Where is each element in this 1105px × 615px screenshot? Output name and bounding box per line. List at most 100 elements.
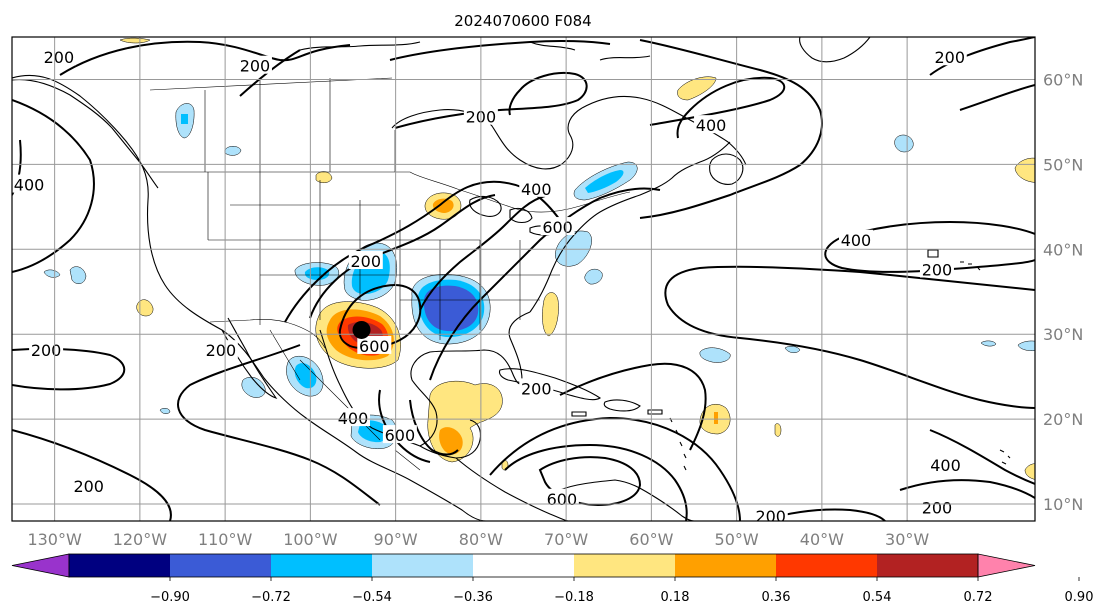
contour-label-bg — [544, 488, 579, 507]
shade-neg-weak — [894, 134, 914, 153]
contour-label-bg — [919, 497, 954, 516]
contour-label-bg — [519, 378, 554, 397]
shade-neg-weak — [584, 268, 603, 285]
contour-200 — [664, 265, 1035, 409]
colorbar-bin — [776, 554, 878, 577]
contour-200 — [959, 84, 1035, 111]
contour-label-bg — [382, 425, 417, 444]
latitude-tick-label: 20°N — [1043, 410, 1083, 429]
us-state-lines — [207, 172, 560, 340]
contour-label: 200 — [934, 48, 965, 67]
contour-400 — [309, 194, 496, 319]
longitude-tick-label: 80°W — [459, 530, 503, 549]
colorbar-tick-label: 0.18 — [661, 590, 690, 605]
shade-neg-mid — [304, 267, 330, 280]
alaska-coast — [12, 79, 159, 189]
contour-label-bg — [237, 55, 272, 74]
longitude-tick-label: 70°W — [544, 530, 588, 549]
lesser-antilles — [669, 417, 687, 471]
longitude-labels: 130°W 120°W 110°W 100°W 90°W 80°W 70°W 60°W 50°W… — [27, 530, 929, 549]
contour-label: 200 — [240, 57, 271, 76]
us-mexico-border — [209, 318, 326, 349]
map-area: 200 200 200 400 200 400 400 600 200 400 200 600 200 2… — [12, 37, 1035, 526]
contour-label-bg — [753, 505, 788, 521]
contour-400 — [929, 429, 1035, 485]
hispaniola — [603, 399, 641, 412]
us-east-coast — [529, 141, 731, 313]
contour-400 — [504, 443, 688, 521]
contour-label: 200 — [73, 477, 104, 496]
contour-label: 400 — [14, 176, 45, 195]
figure-title: 2024070600 F084 — [454, 12, 591, 30]
contour-400 — [649, 76, 786, 139]
longitude-tick-label: 110°W — [198, 530, 253, 549]
shade-pos-weak — [542, 292, 559, 337]
contour-label-bg — [932, 47, 967, 66]
contour-200 — [639, 39, 823, 219]
contour-400 — [378, 389, 431, 463]
shade-pos-mid — [432, 198, 454, 213]
jamaica — [571, 411, 587, 417]
longitude-tick-label: 60°W — [629, 530, 673, 549]
yucatan — [419, 419, 482, 459]
contour-label-bg — [12, 174, 47, 193]
contour-200 — [899, 479, 1035, 499]
latitude-tick-label: 10°N — [1043, 495, 1083, 514]
contour-label: 200 — [521, 379, 552, 398]
longitude-tick-label: 100°W — [283, 530, 338, 549]
shade-pos-weak — [119, 37, 151, 44]
colorbar-tick-label: −0.72 — [251, 590, 291, 605]
storm-center-marker — [352, 320, 371, 339]
greenland — [799, 37, 871, 63]
latitude-tick-label: 60°N — [1043, 70, 1083, 89]
colorbar-tick-label: −0.90 — [150, 590, 190, 605]
longitude-tick-label: 130°W — [27, 530, 82, 549]
longitude-tick-label: 120°W — [113, 530, 168, 549]
longitude-tick-label: 90°W — [374, 530, 418, 549]
contour-label-bg — [928, 454, 963, 473]
contour-200 — [489, 416, 741, 521]
colorbar-extend-low — [11, 553, 70, 578]
contour-label: 200 — [351, 252, 382, 271]
shade-neg-weak — [241, 377, 266, 398]
contour-label-bg — [348, 251, 383, 270]
lat-lon-grid — [12, 37, 1035, 521]
colorbar-bin — [372, 554, 474, 577]
contour-label-bg — [694, 115, 729, 134]
contour-label: 400 — [696, 116, 727, 135]
azores-islands — [927, 249, 981, 271]
colorbar-tick-label: 0.72 — [964, 590, 993, 605]
shade-neg-weak — [980, 340, 997, 347]
contour-label: 200 — [755, 507, 786, 526]
contour-200 — [59, 40, 351, 76]
newfoundland — [709, 153, 744, 185]
colorbar-extend-high — [977, 553, 1036, 578]
contour-200 — [177, 344, 381, 506]
shade-neg-weak — [159, 408, 171, 414]
latitude-tick-label: 40°N — [1043, 240, 1083, 259]
contour-label: 600 — [385, 426, 416, 445]
colorbar-tick-label: −0.18 — [554, 590, 594, 605]
na-pacific-coast — [12, 74, 487, 521]
shade-neg-weak — [69, 266, 87, 284]
contour-400 — [12, 99, 95, 273]
colorbar-bin — [170, 554, 272, 577]
hudson-bay-coast — [391, 107, 583, 170]
contour-label: 400 — [521, 180, 552, 199]
shade-pos-weak — [774, 423, 782, 437]
shade-pos-weak — [1024, 463, 1035, 480]
contour-600 — [419, 195, 546, 311]
contour-label: 200 — [922, 498, 953, 517]
contour-label-bg — [838, 229, 873, 248]
contour-labels: 200 200 200 400 200 400 400 600 200 400 200 600 200 2… — [12, 47, 967, 526]
colorbar-bin — [69, 554, 171, 577]
mexico-state-lines — [269, 329, 421, 471]
shade-neg-weak — [784, 346, 801, 353]
colorbar-tick-label: −0.54 — [352, 590, 392, 605]
colorbar-tick-label: 0.90 — [1065, 590, 1094, 605]
contour-600 — [338, 284, 422, 349]
cape-verde — [999, 449, 1011, 465]
shade-neg-mid — [181, 114, 188, 124]
map-frame — [11, 36, 1036, 522]
